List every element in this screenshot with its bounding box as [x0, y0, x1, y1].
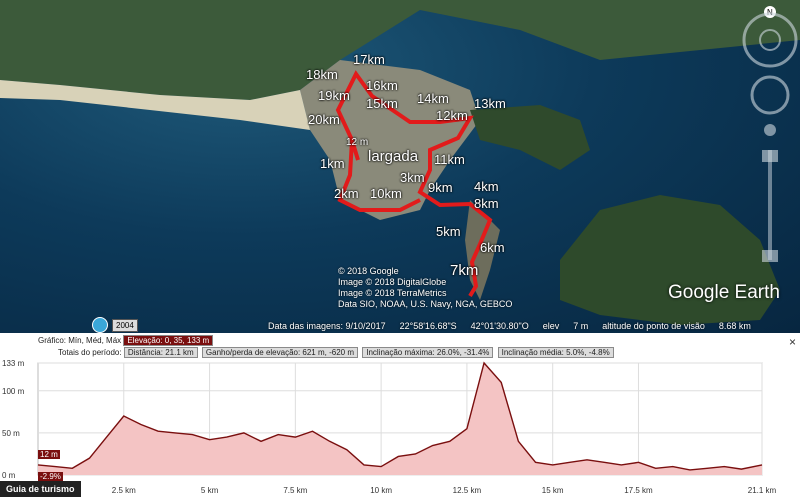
- latitude: 22°58'16.68"S: [399, 321, 457, 331]
- navigation-controls[interactable]: N: [740, 0, 800, 300]
- clock-icon[interactable]: [92, 317, 108, 333]
- km-label: 8km: [474, 196, 499, 211]
- gain-field: Ganho/perda de elevação: 621 m, -620 m: [201, 347, 358, 358]
- credit-line: Image © 2018 TerraMetrics: [338, 288, 447, 298]
- look-ring[interactable]: [742, 12, 798, 68]
- km-label: 12km: [436, 108, 468, 123]
- elevation-chart[interactable]: 0 m 50 m 100 m 133 m 2.5 km 5 km 7.5 km 10 km 12…: [0, 333, 800, 497]
- look-joystick-icon[interactable]: [759, 29, 781, 51]
- elevation-field[interactable]: Elevação: 0, 35, 133 m: [123, 335, 214, 346]
- x-tick-label: 12.5 km: [453, 486, 482, 495]
- y-tick-label: 0 m: [2, 471, 16, 480]
- imagery-credits: © 2018 Google Image © 2018 DigitalGlobe …: [338, 266, 512, 310]
- x-tick-label: 21.1 km: [748, 486, 777, 495]
- cursor-slope: -2.9%: [38, 472, 63, 481]
- credit-line: Image © 2018 DigitalGlobe: [338, 277, 447, 287]
- move-ring[interactable]: [750, 75, 790, 115]
- km-label: 9km: [428, 180, 453, 195]
- credit-line: Data SIO, NOAA, U.S. Navy, NGA, GEBCO: [338, 299, 513, 309]
- status-bar: Data das imagens: 9/10/2017 22°58'16.68"…: [268, 319, 800, 333]
- x-tick-label: 5 km: [201, 486, 219, 495]
- km-label: 16km: [366, 78, 398, 93]
- eye-altitude-value: 8.68 km: [718, 321, 751, 331]
- x-tick-label: 10 km: [370, 486, 392, 495]
- elevation-value: 7 m: [573, 321, 589, 331]
- satellite-map[interactable]: 17km 18km 16km 19km 15km 14km 13km 20km …: [0, 0, 800, 333]
- x-tick-label: 7.5 km: [283, 486, 307, 495]
- km-label: 7km: [450, 262, 479, 279]
- km-label: 20km: [308, 112, 340, 127]
- history-year: 2004: [112, 318, 138, 332]
- km-label: 1km: [320, 156, 345, 171]
- zoom-out-icon[interactable]: [762, 250, 778, 262]
- cursor-elevation: 12 m: [38, 450, 60, 459]
- graph-label: Gráfico:: [38, 336, 67, 345]
- start-elevation-label: 12 m: [346, 137, 369, 148]
- km-label: 6km: [480, 240, 505, 255]
- x-tick-label: 2.5 km: [112, 486, 136, 495]
- credit-line: © 2018 Google: [338, 266, 399, 276]
- km-label: 11km: [434, 152, 465, 167]
- google-earth-logo: Google Earth: [668, 282, 780, 303]
- x-tick-label: 17.5 km: [624, 486, 653, 495]
- km-label: 3km: [400, 170, 425, 185]
- distance-field: Distância: 21.1 km: [123, 347, 198, 358]
- km-label: 2km: [334, 186, 359, 201]
- elevation-label: elev: [542, 321, 560, 331]
- totals-label: Totais do período:: [58, 348, 122, 357]
- street-view-pegman-icon[interactable]: [764, 124, 776, 136]
- imagery-date: Data das imagens: 9/10/2017: [268, 321, 386, 331]
- elevation-line: [37, 361, 763, 471]
- start-label: largada: [368, 148, 419, 165]
- historical-imagery-control[interactable]: 2004: [92, 317, 138, 333]
- elevation-profile-panel: Gráfico: Mín, Méd, Máx Elevação: 0, 35, …: [0, 333, 800, 497]
- eye-altitude-label: altitude do ponto de visão: [602, 321, 705, 331]
- route-track: [335, 70, 493, 298]
- graph-options[interactable]: Mín, Méd, Máx: [68, 336, 122, 345]
- longitude: 42°01'30.80"O: [470, 321, 529, 331]
- y-tick-label: 100 m: [2, 387, 25, 396]
- max-slope-field: Inclinação máxima: 26.0%, -31.4%: [362, 347, 494, 358]
- nav-svg: N: [742, 6, 798, 262]
- totals-row: Totais do período: Distância: 21.1 km Ga…: [58, 347, 616, 358]
- km-label: 13km: [474, 96, 506, 111]
- close-icon[interactable]: ×: [788, 335, 796, 349]
- map-geography: [0, 0, 800, 325]
- km-label: 4km: [474, 179, 499, 194]
- km-label: 19km: [318, 88, 350, 103]
- zoom-in-icon[interactable]: [762, 150, 778, 162]
- km-label: 15km: [366, 96, 398, 111]
- km-label: 18km: [306, 67, 338, 82]
- km-label: 14km: [417, 91, 449, 106]
- km-label: 10km: [370, 186, 402, 201]
- graph-row: Gráfico: Mín, Méd, Máx Elevação: 0, 35, …: [38, 335, 215, 346]
- tour-guide-tab[interactable]: Guia de turismo: [0, 481, 81, 497]
- y-tick-label: 50 m: [2, 429, 20, 438]
- avg-slope-field: Inclinação média: 5.0%, -4.8%: [497, 347, 614, 358]
- km-label: 5km: [436, 224, 461, 239]
- y-tick-label: 133 m: [2, 359, 25, 368]
- x-tick-label: 15 km: [542, 486, 564, 495]
- km-label: 17km: [353, 52, 385, 67]
- elevation-area: [38, 363, 762, 475]
